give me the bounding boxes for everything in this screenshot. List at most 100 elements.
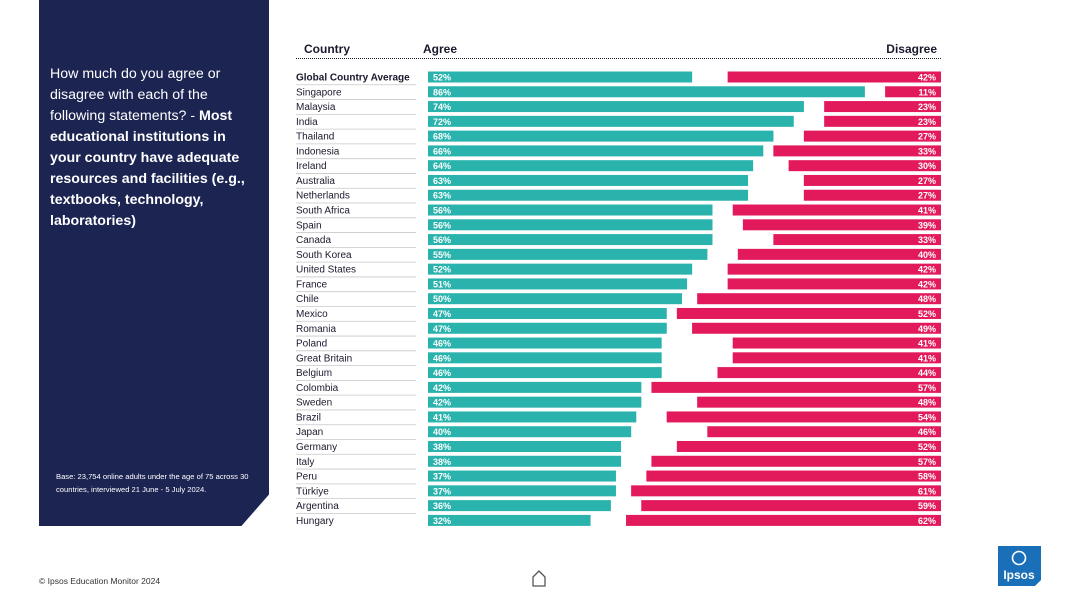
disagree-bar <box>727 71 941 83</box>
agree-value-label: 32% <box>433 516 451 526</box>
disagree-value-label: 61% <box>918 486 936 496</box>
agree-value-label: 37% <box>433 472 451 482</box>
disagree-value-label: 58% <box>918 472 936 482</box>
question-normal: How much do you agree or disagree with e… <box>50 66 221 124</box>
disagree-value-label: 57% <box>918 457 936 467</box>
disagree-value-label: 11% <box>918 87 936 97</box>
country-label: Ireland <box>296 161 327 172</box>
agree-value-label: 47% <box>433 324 451 334</box>
disagree-value-label: 41% <box>918 353 936 363</box>
agree-bar <box>428 322 667 334</box>
agree-bar <box>428 485 616 497</box>
disagree-value-label: 41% <box>918 206 936 216</box>
disagree-value-label: 48% <box>918 294 936 304</box>
disagree-value-label: 57% <box>918 383 936 393</box>
agree-bar <box>428 441 622 452</box>
agree-value-label: 66% <box>433 146 451 156</box>
agree-value-label: 46% <box>433 339 451 349</box>
disagree-value-label: 23% <box>918 102 936 112</box>
header-agree: Agree <box>423 42 458 56</box>
country-label: Türkiye <box>296 486 329 497</box>
country-label: Sweden <box>296 398 332 409</box>
agree-bar <box>428 426 632 438</box>
disagree-bar <box>824 115 941 127</box>
disagree-bar <box>641 500 941 512</box>
agree-value-label: 42% <box>433 398 451 408</box>
disagree-bar <box>697 396 941 408</box>
disagree-bar <box>697 293 941 305</box>
country-label: Thailand <box>296 132 334 143</box>
agree-bar <box>428 71 693 83</box>
disagree-value-label: 40% <box>918 250 936 260</box>
disagree-bar <box>727 263 941 275</box>
disagree-bar <box>773 145 941 157</box>
country-label: Italy <box>296 457 314 468</box>
agree-value-label: 36% <box>433 501 451 511</box>
agree-bar <box>428 514 591 526</box>
disagree-value-label: 23% <box>918 117 936 127</box>
country-label: Poland <box>296 339 327 350</box>
ipsos-logo-text: Ipsos <box>1003 568 1035 582</box>
disagree-value-label: 42% <box>918 279 936 289</box>
agree-bar <box>428 367 662 379</box>
country-label: Indonesia <box>296 146 340 157</box>
country-label: Argentina <box>296 501 339 512</box>
agree-bar <box>428 130 774 142</box>
country-label: Global Country Average <box>296 73 410 84</box>
agree-value-label: 42% <box>433 383 451 393</box>
disagree-value-label: 52% <box>918 309 936 319</box>
agree-bar <box>428 455 622 467</box>
agree-bar <box>428 204 713 216</box>
disagree-value-label: 27% <box>918 191 936 201</box>
disagree-bar <box>803 189 941 201</box>
country-label: Germany <box>296 442 337 453</box>
agree-bar <box>428 234 713 246</box>
disagree-value-label: 59% <box>918 501 936 511</box>
disagree-value-label: 44% <box>918 368 936 378</box>
agree-value-label: 41% <box>433 412 451 422</box>
agree-value-label: 74% <box>433 102 451 112</box>
question-text: How much do you agree or disagree with e… <box>50 64 256 232</box>
agree-value-label: 37% <box>433 486 451 496</box>
disagree-bar <box>666 411 941 423</box>
agree-bar <box>428 219 713 231</box>
disagree-bar <box>803 130 941 142</box>
agree-value-label: 52% <box>433 73 451 83</box>
country-label: France <box>296 279 328 290</box>
agree-bar <box>428 307 667 319</box>
disagree-bar <box>676 441 941 452</box>
disagree-value-label: 27% <box>918 176 936 186</box>
disagree-value-label: 30% <box>918 161 936 171</box>
disagree-bar <box>727 278 941 290</box>
disagree-bar <box>631 485 941 497</box>
footer-copyright: © Ipsos Education Monitor 2024 <box>39 576 161 586</box>
header-country: Country <box>304 42 350 56</box>
disagree-bar <box>803 174 941 186</box>
disagree-value-label: 42% <box>918 73 936 83</box>
disagree-bar <box>732 204 941 216</box>
agree-bar <box>428 500 611 512</box>
agree-value-label: 46% <box>433 368 451 378</box>
agree-value-label: 40% <box>433 427 451 437</box>
home-icon[interactable] <box>531 569 547 587</box>
agree-value-label: 63% <box>433 176 451 186</box>
disagree-bar <box>676 307 941 319</box>
disagree-bar <box>651 455 941 467</box>
side-panel: How much do you agree or disagree with e… <box>39 0 269 526</box>
country-label: South Africa <box>296 206 350 217</box>
header-divider <box>296 58 941 59</box>
disagree-bar <box>885 86 941 98</box>
agree-bar <box>428 337 662 349</box>
disagree-bar <box>737 248 941 260</box>
agree-value-label: 56% <box>433 206 451 216</box>
agree-bar <box>428 470 616 482</box>
country-label: United States <box>296 265 356 276</box>
disagree-value-label: 27% <box>918 132 936 142</box>
disagree-value-label: 62% <box>918 516 936 526</box>
country-label: Romania <box>296 324 336 335</box>
agree-bar <box>428 352 662 364</box>
country-label: Great Britain <box>296 353 352 364</box>
disagree-value-label: 42% <box>918 265 936 275</box>
agree-bar <box>428 160 754 172</box>
